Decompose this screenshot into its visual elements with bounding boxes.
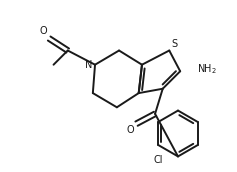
Text: N: N [86, 60, 93, 70]
Text: O: O [39, 26, 47, 36]
Text: O: O [127, 125, 134, 135]
Text: NH$_2$: NH$_2$ [196, 62, 216, 76]
Text: S: S [171, 39, 178, 49]
Text: Cl: Cl [153, 155, 163, 165]
